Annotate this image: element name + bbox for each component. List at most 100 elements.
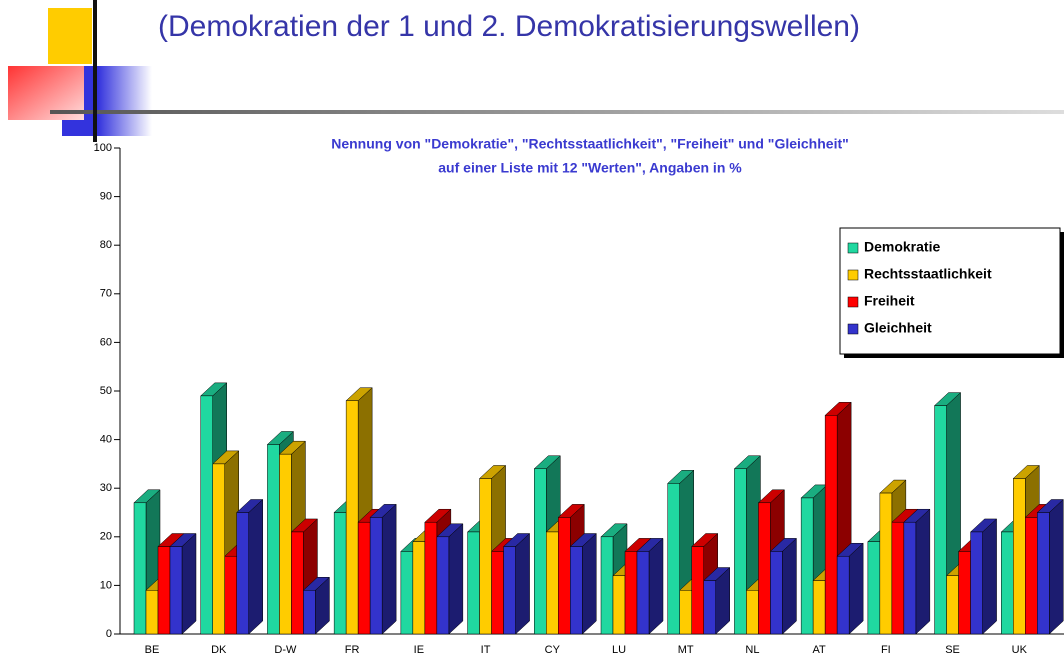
bar [769,537,798,635]
legend-label: Freiheit [864,293,915,309]
bar [502,532,531,635]
bar-front [534,468,547,635]
bar-front [891,521,905,635]
bar-front [836,555,850,635]
bar-front [267,444,280,635]
bar-front [636,551,650,635]
bar-side [648,537,664,635]
bar-front [703,580,716,635]
y-tick-label: 100 [94,142,112,154]
legend-swatch [847,269,859,281]
bar [369,503,397,635]
bar-front [169,546,183,635]
bar-front [412,541,426,635]
x-tick-label: IT [481,644,491,656]
bar-side [448,523,464,635]
bar-front [436,536,450,635]
x-tick-label: MT [678,644,694,656]
bar-side [1049,498,1064,635]
legend-label: Demokratie [864,239,940,255]
x-tick-label: CY [545,644,561,656]
bar-front [369,517,383,635]
bar-side [582,532,597,635]
bar-front [679,590,692,635]
bar-front [279,453,292,635]
x-tick-label: UK [1012,644,1028,656]
y-tick-label: 0 [106,628,112,640]
bar-front [946,575,959,635]
x-tick-label: DK [211,644,227,656]
bar-front [400,551,414,635]
bar [436,523,464,635]
y-tick-label: 20 [100,531,112,543]
legend [839,227,1061,355]
bar-front [212,463,225,635]
bar-side [982,518,997,635]
bar [569,532,597,635]
deco-line [50,110,1064,114]
y-tick-label: 80 [100,239,112,251]
legend-swatch [847,323,859,335]
x-tick-label: BE [145,644,160,656]
bar-front [145,590,159,635]
bar-front [600,536,614,635]
bar [836,542,864,635]
y-tick-label: 70 [100,288,112,300]
bar [703,566,731,635]
legend-label: Gleichheit [864,320,932,336]
bar-front [1001,531,1014,635]
bar-front [1037,512,1050,635]
y-tick-label: 50 [100,385,112,397]
x-tick-label: FR [345,644,360,656]
bar-front [491,551,504,635]
y-tick-label: 60 [100,336,112,348]
x-tick-label: IE [414,644,424,656]
bar-front [1025,517,1038,635]
bar [169,532,197,635]
bar-front [758,502,771,635]
bar-front [934,405,947,635]
bar-side [381,503,397,635]
bar-front [291,531,304,635]
legend-swatch [847,296,859,308]
bar-front [157,546,171,635]
bar-front [546,531,559,635]
bar-front [958,551,971,635]
bar-front [1013,478,1026,635]
bar-side [515,532,530,635]
bar [903,508,931,635]
bar-front [503,546,516,635]
bar-side [248,498,263,635]
bar-front [224,555,237,635]
bar-front [812,580,826,635]
bar-front [867,541,881,635]
bar-front [558,517,571,635]
x-tick-label: SE [945,644,960,656]
bar-front [970,531,983,635]
bar-front [903,521,917,635]
bar-front [667,483,680,635]
x-tick-label: D-W [274,644,297,656]
y-tick-label: 90 [100,191,112,203]
bar-side [782,537,797,635]
x-tick-label: AT [813,644,827,656]
chart-title: Nennung von "Demokratie", "Rechtsstaatli… [331,136,849,152]
bar-front [824,415,838,635]
x-tick-label: LU [612,644,626,656]
deco-line [93,0,97,142]
bar [636,537,664,635]
bar-front [236,512,249,635]
bar [1036,498,1064,635]
bar-side [848,542,864,635]
x-tick-label: NL [745,644,759,656]
bar-front [345,400,359,635]
bar-front [479,478,492,635]
slide-title: (Demokratien der 1 und 2. Demokratisieru… [158,10,860,43]
bar-front [612,575,626,635]
deco-square [48,8,92,64]
bar-front [879,492,893,635]
bar-front [734,468,747,635]
legend-label: Rechtsstaatlichkeit [864,266,992,282]
bar-front [746,590,759,635]
